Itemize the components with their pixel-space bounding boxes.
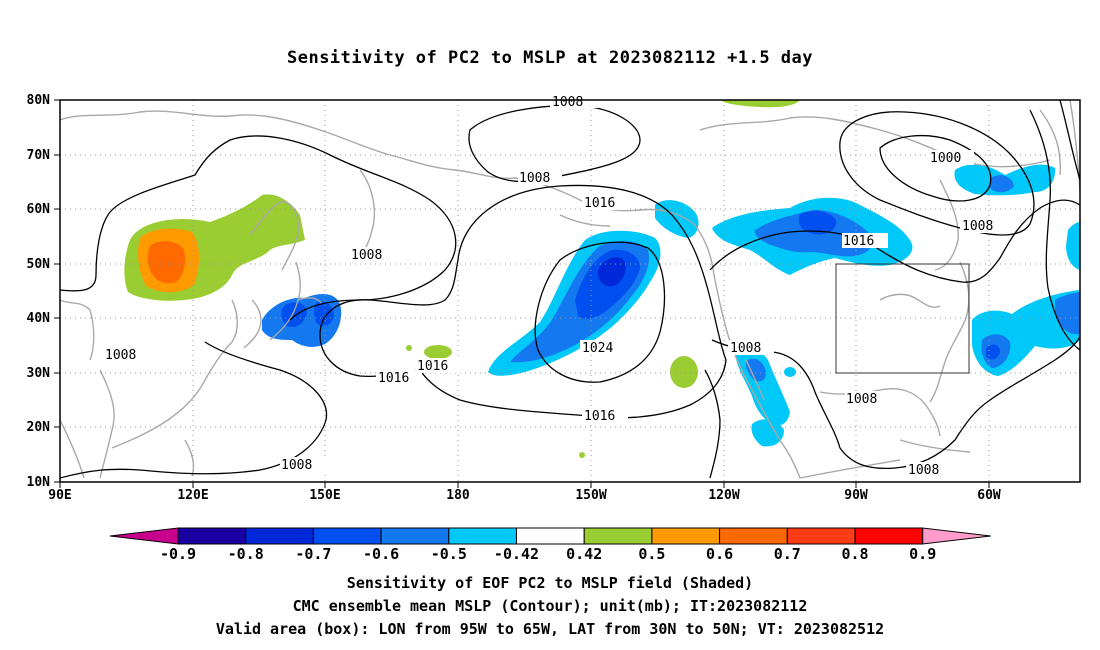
contour-1008-canada <box>839 111 1035 236</box>
negative-region-hudson-core <box>990 175 1014 193</box>
coastline-alaska <box>514 177 715 276</box>
lat-label: 50N <box>27 257 51 272</box>
caption-shaded: Sensitivity of EOF PC2 to MSLP field (Sh… <box>346 574 754 592</box>
contour-1016-north-america <box>709 199 1080 283</box>
negative-region-east-edge <box>1066 222 1080 270</box>
contour-label: 1000 <box>930 151 961 166</box>
coastline-na-east <box>929 261 970 403</box>
coastline-florida <box>924 403 941 437</box>
coastline-west-edge <box>60 299 95 361</box>
positive-region-dot-2 <box>579 452 585 458</box>
grid-lines <box>60 100 1080 482</box>
lon-label: 120E <box>177 488 208 503</box>
contour-labels: 1008 1008 1000 1008 1016 1016 1008 1008 … <box>104 94 1006 478</box>
lat-label: 80N <box>27 93 51 108</box>
latitude-labels: 80N 70N 60N 50N 40N 30N 20N 10N <box>27 93 51 490</box>
lat-label: 20N <box>27 420 51 435</box>
contour-label: 1016 <box>584 409 615 424</box>
caption-valid-area: Valid area (box): LON from 95W to 65W, L… <box>215 620 885 638</box>
coastline-na-west <box>713 274 801 479</box>
positive-region-arctic <box>720 100 800 108</box>
contour-label: 1008 <box>846 392 877 407</box>
mslp-contours <box>60 100 1080 479</box>
contour-label: 1008 <box>552 95 583 110</box>
contour-1008-north-america <box>711 334 1080 470</box>
negative-region-baja-core <box>745 358 766 382</box>
lat-label: 10N <box>27 475 51 490</box>
lon-label: 150W <box>575 488 606 503</box>
negative-region-atlantic-east <box>1055 292 1080 335</box>
negative-region-northeast-pacific-max <box>597 257 626 287</box>
positive-region-central-pacific <box>424 345 452 359</box>
contour-label: 1008 <box>908 463 939 478</box>
coastline-central-america <box>799 459 901 479</box>
contour-label: 1016 <box>843 234 874 249</box>
coastline-aleutians <box>559 214 611 227</box>
contour-label: 1008 <box>281 458 312 473</box>
valid-area-box <box>835 263 970 374</box>
negative-region-mexico <box>751 419 784 447</box>
chart-title: Sensitivity of PC2 to MSLP at 2023082112… <box>286 48 813 68</box>
coastline-hudson-bay <box>934 179 959 271</box>
negative-region-canada-core <box>798 210 837 235</box>
contour-1008-southeast <box>704 369 721 479</box>
coastline-okhotsk <box>249 201 299 271</box>
coastline-korea <box>243 299 262 349</box>
contour-1016-atlantic <box>1059 100 1080 181</box>
lat-label: 70N <box>27 148 51 163</box>
caption-contour: CMC ensemble mean MSLP (Contour); unit(m… <box>292 597 808 615</box>
lon-label: 120W <box>708 488 739 503</box>
contour-label: 1016 <box>417 359 448 374</box>
positive-region-hawaii <box>670 356 698 388</box>
coastline-gulf-coast <box>819 388 926 405</box>
positive-region-dot-1 <box>406 345 412 351</box>
coastline-asia-arctic <box>60 110 516 180</box>
lat-label: 30N <box>27 366 51 381</box>
longitude-labels: 90E 120E 150E 180 150W 120W 90W 60W <box>48 488 1001 503</box>
axis-ticks <box>54 99 990 488</box>
contour-label: 1008 <box>519 171 550 186</box>
contour-label: 1016 <box>378 371 409 386</box>
contour-label: 1008 <box>730 341 761 356</box>
contour-label: 1008 <box>351 248 382 263</box>
lon-label: 90E <box>48 488 71 503</box>
map-figure: 1008 1008 1000 1008 1016 1016 1008 1008 … <box>27 93 1081 503</box>
contour-1024-pacific-high-center <box>534 241 666 383</box>
positive-region-east-asia-max <box>147 241 186 284</box>
coastline-japan <box>269 261 323 341</box>
contour-1000-canada <box>879 134 992 202</box>
negative-region-japan-east <box>313 301 334 327</box>
map-frame <box>59 99 1081 483</box>
coastline-china <box>111 299 238 449</box>
sensitivity-shading <box>124 100 1080 458</box>
lon-label: 90W <box>844 488 868 503</box>
coastline-caribbean <box>899 439 971 453</box>
lon-label: 180 <box>446 488 470 503</box>
coastline-indochina <box>99 369 115 479</box>
contour-1008-asia <box>60 135 457 321</box>
contour-label: 1008 <box>962 219 993 234</box>
contour-label: 1008 <box>105 348 136 363</box>
lon-label: 150E <box>309 488 340 503</box>
contour-1008-atlantic <box>1029 109 1080 351</box>
coastline-great-lakes <box>879 293 941 308</box>
lat-label: 40N <box>27 311 51 326</box>
contour-label: 1016 <box>584 196 615 211</box>
negative-region-gulf-mexico <box>784 367 796 377</box>
coastline-baja-peninsula <box>745 359 765 401</box>
lat-label: 60N <box>27 202 51 217</box>
contour-label: 1024 <box>582 341 613 356</box>
lon-label: 60W <box>977 488 1001 503</box>
